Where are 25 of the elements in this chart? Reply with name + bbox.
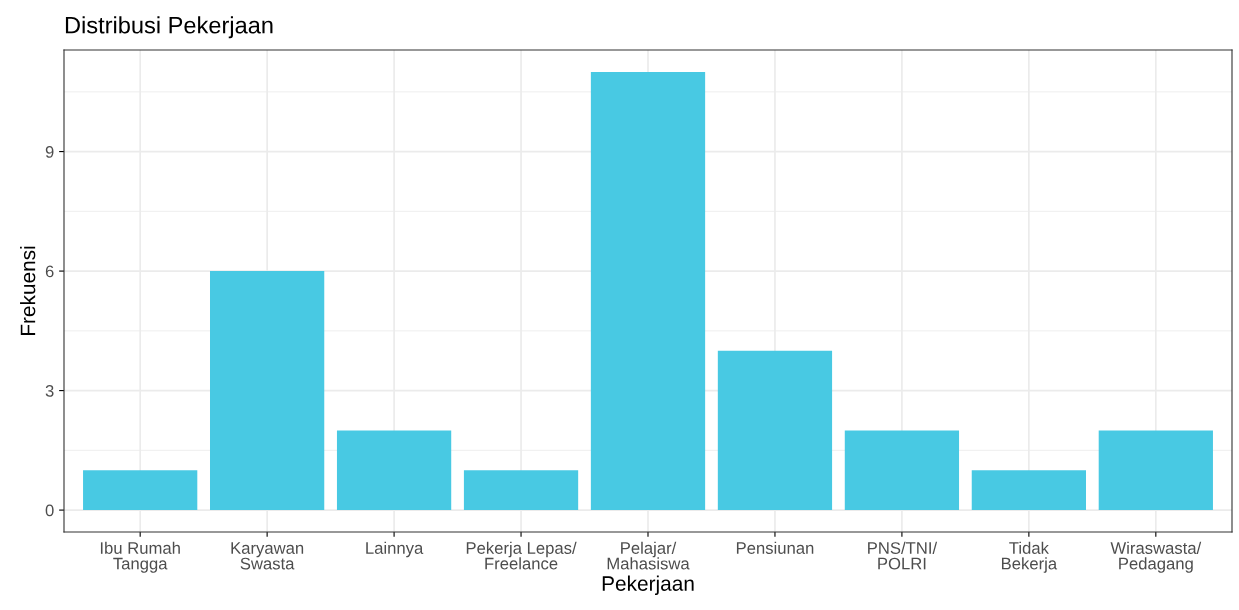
bar [336,430,452,511]
bar [83,470,198,511]
x-tick-label: Pekerja Lepas/ Freelance [466,541,577,570]
x-tick-label: Pelajar/ Mahasiswa [607,541,690,570]
x-tick-label: Ibu Rumah Tangga [100,541,180,573]
bar [210,271,325,511]
bar [463,470,579,511]
y-axis-title: Frekuensi [20,246,36,336]
y-tick-label: 6 [45,265,54,278]
x-tick-label: Tidak Bekerja [1001,541,1058,573]
bar [844,430,960,511]
x-tick-label: Lainnya [366,541,424,558]
bar [717,350,833,511]
y-tick-label: 3 [45,384,54,397]
y-tick-label: 0 [45,504,54,517]
chart-title: Distribusi Pekerjaan [65,16,273,39]
x-axis-title: Pekerjaan [602,575,694,595]
x-tick-label: Wiraswasta/ Pedagang [1110,541,1202,573]
x-tick-label: Pensiunan [736,541,814,554]
x-tick-label: Karyawan Swasta [231,542,304,570]
x-tick-label: PNS/TNI/ POLRI [868,541,938,570]
bar [590,71,706,511]
bar [1098,430,1213,511]
y-tick-label: 9 [45,145,54,158]
bar [971,470,1086,511]
